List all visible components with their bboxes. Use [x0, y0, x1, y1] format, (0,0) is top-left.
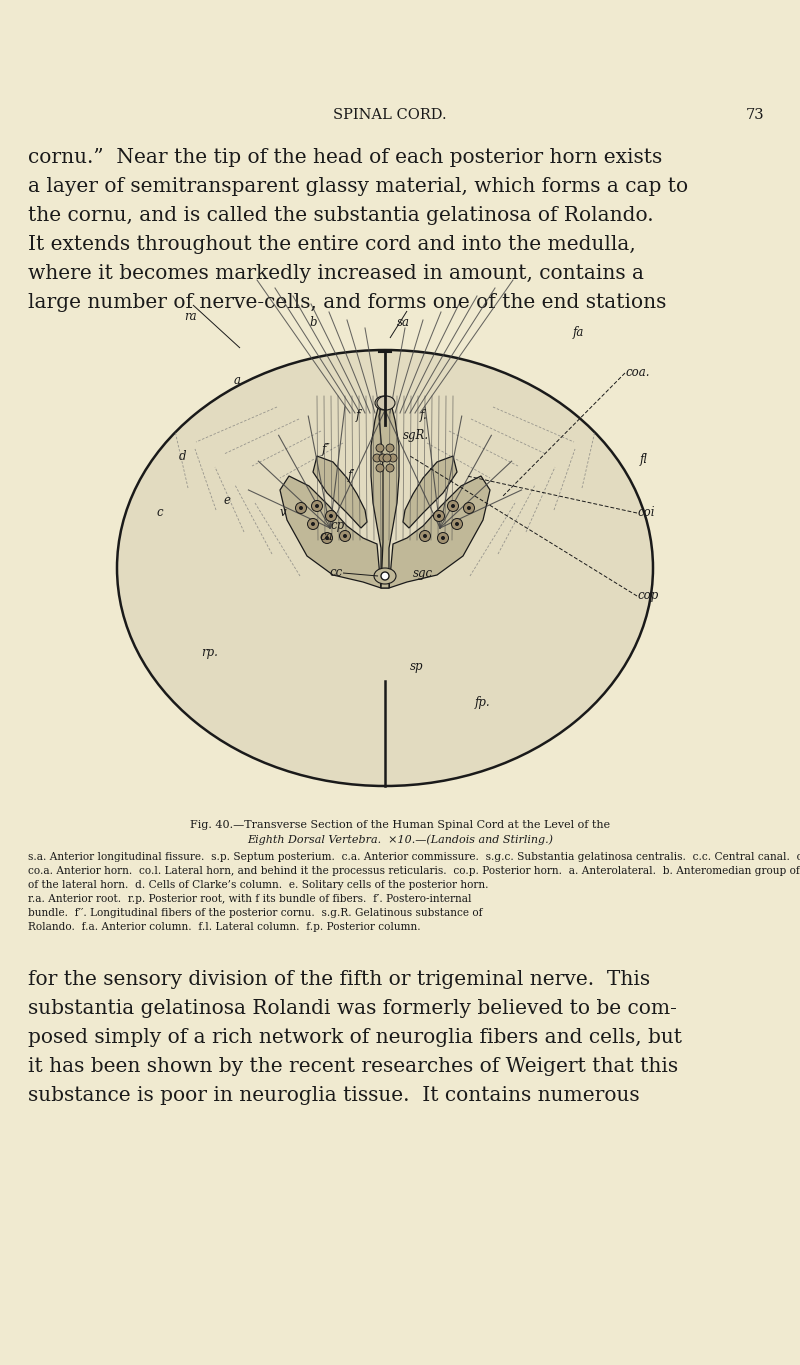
Circle shape [437, 515, 441, 517]
Circle shape [438, 532, 449, 543]
Text: e: e [223, 494, 230, 506]
Text: fa: fa [573, 326, 584, 339]
Text: f.: f. [420, 410, 428, 423]
Circle shape [463, 502, 474, 513]
Text: fl: fl [640, 453, 648, 467]
Text: the cornu, and is called the substantia gelatinosa of Rolando.: the cornu, and is called the substantia … [28, 206, 654, 225]
Text: fp.: fp. [475, 696, 490, 708]
Text: sgc: sgc [413, 566, 433, 580]
Circle shape [381, 572, 389, 580]
Circle shape [339, 531, 350, 542]
Polygon shape [403, 456, 457, 528]
Circle shape [299, 506, 303, 511]
Text: of the lateral horn.  d. Cells of Clarke’s column.  e. Solitary cells of the pos: of the lateral horn. d. Cells of Clarke’… [28, 880, 489, 890]
Polygon shape [389, 476, 490, 588]
Polygon shape [379, 399, 399, 588]
Ellipse shape [374, 568, 396, 584]
Circle shape [423, 534, 427, 538]
Polygon shape [371, 399, 391, 588]
Circle shape [386, 464, 394, 472]
Text: substantia gelatinosa Rolandi was formerly believed to be com-: substantia gelatinosa Rolandi was former… [28, 999, 677, 1018]
Text: a: a [234, 374, 241, 386]
Circle shape [383, 455, 391, 461]
Text: s.a. Anterior longitudinal fissure.  s.p. Septum posterium.  c.a. Anterior commi: s.a. Anterior longitudinal fissure. s.p.… [28, 852, 800, 863]
Text: f′: f′ [348, 470, 355, 482]
Text: cc: cc [330, 566, 343, 580]
Text: r.a. Anterior root.  r.p. Posterior root, with f its bundle of fibers.  f′. Post: r.a. Anterior root. r.p. Posterior root,… [28, 894, 471, 904]
Circle shape [307, 519, 318, 530]
Circle shape [343, 534, 347, 538]
Text: coi: coi [637, 506, 654, 520]
Polygon shape [280, 476, 381, 588]
Text: f″: f″ [322, 444, 330, 456]
Circle shape [447, 501, 458, 512]
Circle shape [386, 444, 394, 452]
Text: cp: cp [331, 520, 345, 532]
Text: It extends throughout the entire cord and into the medulla,: It extends throughout the entire cord an… [28, 235, 636, 254]
Circle shape [311, 501, 322, 512]
Text: coa.: coa. [625, 366, 650, 379]
Circle shape [455, 521, 459, 526]
Text: Fig. 40.—Transverse Section of the Human Spinal Cord at the Level of the: Fig. 40.—Transverse Section of the Human… [190, 820, 610, 830]
Circle shape [376, 444, 384, 452]
Text: sgR.: sgR. [403, 430, 429, 442]
Circle shape [311, 521, 315, 526]
Text: substance is poor in neuroglia tissue.  It contains numerous: substance is poor in neuroglia tissue. I… [28, 1087, 640, 1106]
Text: d: d [179, 449, 186, 463]
Text: 73: 73 [746, 108, 764, 121]
Ellipse shape [117, 349, 653, 786]
Text: Eighth Dorsal Vertebra.  ×10.—(Landois and Stirling.): Eighth Dorsal Vertebra. ×10.—(Landois an… [247, 834, 553, 845]
Text: Rolando.  f.a. Anterior column.  f.l. Lateral column.  f.p. Posterior column.: Rolando. f.a. Anterior column. f.l. Late… [28, 921, 421, 932]
Circle shape [441, 536, 445, 541]
Circle shape [451, 504, 455, 508]
Text: SPINAL CORD.: SPINAL CORD. [333, 108, 447, 121]
Text: f: f [356, 410, 360, 423]
Polygon shape [313, 456, 367, 528]
Circle shape [295, 502, 306, 513]
Text: it has been shown by the recent researches of Weigert that this: it has been shown by the recent research… [28, 1057, 678, 1076]
Circle shape [467, 506, 471, 511]
Ellipse shape [375, 396, 393, 410]
Text: rp.: rp. [202, 646, 218, 659]
Text: b: b [310, 317, 317, 329]
Text: c: c [157, 506, 163, 520]
Text: ra: ra [184, 310, 196, 324]
Text: v: v [280, 506, 286, 520]
Ellipse shape [377, 396, 395, 410]
Text: sp: sp [410, 661, 423, 673]
Text: cop: cop [637, 590, 658, 602]
Circle shape [434, 511, 445, 521]
Text: cornu.”  Near the tip of the head of each posterior horn exists: cornu.” Near the tip of the head of each… [28, 147, 662, 167]
Text: a layer of semitransparent glassy material, which forms a cap to: a layer of semitransparent glassy materi… [28, 177, 688, 197]
Text: sa: sa [397, 317, 410, 329]
Circle shape [379, 455, 387, 461]
Text: co.a. Anterior horn.  co.l. Lateral horn, and behind it the processus reticulari: co.a. Anterior horn. co.l. Lateral horn,… [28, 865, 800, 876]
Text: bundle.  f′′. Longitudinal fibers of the posterior cornu.  s.g.R. Gelatinous sub: bundle. f′′. Longitudinal fibers of the … [28, 908, 482, 919]
Circle shape [451, 519, 462, 530]
Circle shape [326, 511, 337, 521]
Circle shape [315, 504, 319, 508]
Text: large number of nerve-cells, and forms one of the end stations: large number of nerve-cells, and forms o… [28, 293, 666, 313]
Text: posed simply of a rich network of neuroglia fibers and cells, but: posed simply of a rich network of neurog… [28, 1028, 682, 1047]
Text: where it becomes markedly increased in amount, contains a: where it becomes markedly increased in a… [28, 263, 644, 283]
Circle shape [376, 464, 384, 472]
Text: for the sensory division of the fifth or trigeminal nerve.  This: for the sensory division of the fifth or… [28, 971, 650, 990]
Circle shape [389, 455, 397, 461]
Circle shape [325, 536, 329, 541]
Circle shape [329, 515, 333, 517]
Text: ca: ca [319, 530, 333, 542]
Circle shape [322, 532, 333, 543]
Circle shape [373, 455, 381, 461]
Circle shape [419, 531, 430, 542]
